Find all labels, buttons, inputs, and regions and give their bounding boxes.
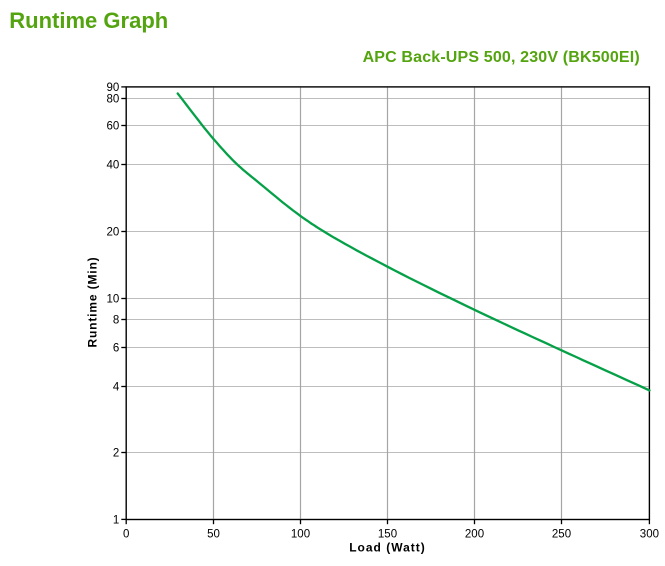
svg-text:40: 40 [107,159,120,171]
svg-text:150: 150 [378,528,397,540]
svg-text:90: 90 [107,82,120,94]
svg-text:8: 8 [113,314,119,326]
svg-text:20: 20 [107,226,120,238]
svg-text:0: 0 [123,528,129,540]
svg-text:100: 100 [291,528,310,540]
svg-text:200: 200 [465,528,484,540]
svg-text:10: 10 [107,293,120,305]
svg-text:60: 60 [107,120,120,132]
svg-text:6: 6 [113,342,119,354]
svg-text:4: 4 [113,381,120,393]
svg-text:1: 1 [113,514,119,526]
svg-text:2: 2 [113,447,119,459]
svg-text:Load (Watt): Load (Watt) [349,541,426,555]
svg-text:Runtime (Min): Runtime (Min) [86,256,100,347]
svg-text:50: 50 [207,528,220,540]
svg-text:APC Back-UPS 500, 230V (BK500E: APC Back-UPS 500, 230V (BK500EI) [363,49,640,66]
svg-text:250: 250 [552,528,571,540]
svg-text:Runtime Graph: Runtime Graph [9,8,168,33]
svg-text:80: 80 [107,93,120,105]
svg-text:300: 300 [640,528,659,540]
